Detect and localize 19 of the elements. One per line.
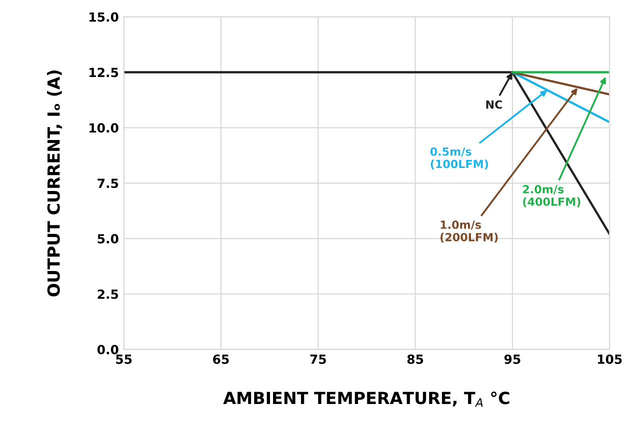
annotation: 1.0m/s (200LFM) — [440, 220, 498, 243]
y-tick-label: 2.5 — [98, 289, 118, 299]
y-tick-label: 10.0 — [90, 123, 118, 133]
x-axis-title: AMBIENT TEMPERATURE, T$_{A}$ °C — [223, 392, 510, 407]
x-tick-label: 105 — [598, 354, 622, 364]
x-tick-label: 65 — [213, 354, 229, 364]
y-tick-label: 5.0 — [98, 234, 118, 244]
y-tick-label: 7.5 — [98, 178, 118, 188]
x-tick-label: 85 — [407, 354, 424, 364]
y-axis-title: OUTPUT CURRENT, Iₒ (A) — [47, 70, 62, 296]
annotation: 0.5m/s (100LFM) — [430, 147, 488, 170]
x-tick-label: 55 — [116, 354, 132, 364]
y-tick-label: 15.0 — [90, 12, 118, 22]
y-tick-label: 0.0 — [97, 344, 118, 354]
x-tick-label: 95 — [504, 354, 520, 364]
annotation: 2.0m/s (400LFM) — [523, 185, 580, 208]
y-tick-label: 12.5 — [90, 68, 118, 78]
annotation: NC — [486, 100, 502, 109]
x-tick-label: 75 — [310, 354, 326, 364]
